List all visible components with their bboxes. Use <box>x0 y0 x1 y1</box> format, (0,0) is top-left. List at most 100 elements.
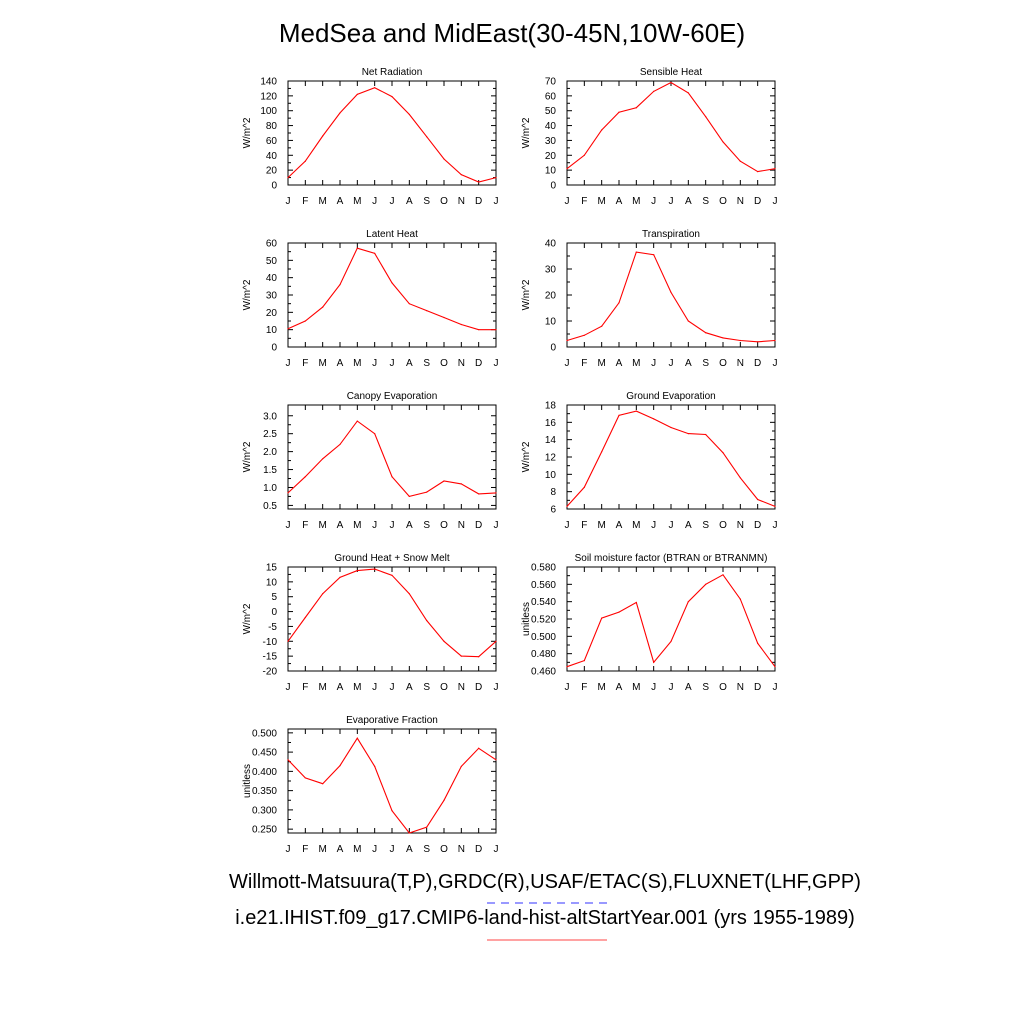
data-point <box>408 593 410 595</box>
x-tick-label: M <box>632 682 640 693</box>
data-point <box>426 619 428 622</box>
x-tick-label: J <box>565 682 570 693</box>
data-point <box>374 765 376 767</box>
x-tick-label: M <box>318 844 326 855</box>
data-point <box>460 174 462 176</box>
data-point <box>566 666 568 668</box>
data-point <box>339 112 341 114</box>
data-point <box>478 747 480 749</box>
plot-frame <box>287 566 497 672</box>
x-tick-label: S <box>423 682 430 693</box>
data-point <box>757 341 759 343</box>
data-point <box>635 107 637 109</box>
x-tick-label: A <box>337 844 344 855</box>
x-tick-label: D <box>475 196 482 207</box>
x-tick-label: J <box>565 358 570 369</box>
x-tick-label: M <box>632 358 640 369</box>
data-point <box>670 81 672 84</box>
model-series-line <box>566 574 776 668</box>
data-point <box>653 254 655 256</box>
data-point <box>356 420 358 422</box>
model-series-line <box>566 81 776 173</box>
y-axis-label: unitless <box>242 764 253 798</box>
model-series-line <box>287 420 497 498</box>
data-point <box>495 176 497 179</box>
y-tick-label: 18 <box>545 401 557 412</box>
x-tick-label: M <box>632 520 640 531</box>
x-tick-label: O <box>719 682 727 693</box>
y-tick-label: 0.480 <box>531 649 556 660</box>
data-point <box>478 493 480 495</box>
data-point <box>460 655 462 657</box>
data-point <box>739 160 741 162</box>
data-point <box>583 660 585 662</box>
data-point <box>287 759 289 761</box>
data-point <box>443 799 445 801</box>
y-tick-label: 16 <box>545 418 557 429</box>
data-point <box>304 476 306 478</box>
panel-title: Ground Evaporation <box>626 391 716 402</box>
data-point <box>722 337 724 339</box>
data-point <box>687 601 689 603</box>
x-tick-label: J <box>494 682 499 693</box>
x-tick-label: A <box>337 358 344 369</box>
y-tick-label: 0 <box>271 607 277 618</box>
x-tick-label: D <box>754 358 761 369</box>
x-tick-label: F <box>581 682 587 693</box>
y-tick-label: 0 <box>271 343 277 354</box>
y-tick-label: 100 <box>260 106 277 117</box>
plot-frame <box>566 566 776 672</box>
y-tick-label: 15 <box>266 563 278 574</box>
x-tick-label: A <box>406 682 413 693</box>
x-tick-label: J <box>651 358 656 369</box>
y-tick-label: 20 <box>545 151 557 162</box>
x-tick-label: A <box>685 520 692 531</box>
y-axis-label: W/m^2 <box>521 117 532 148</box>
y-tick-label: 120 <box>260 91 277 102</box>
data-point <box>774 505 776 507</box>
data-point <box>460 765 462 767</box>
data-point <box>460 483 462 485</box>
y-tick-label: -10 <box>263 637 278 648</box>
x-tick-label: J <box>494 844 499 855</box>
x-tick-label: J <box>669 358 674 369</box>
y-tick-label: 3.0 <box>263 411 277 422</box>
x-tick-label: N <box>458 682 465 693</box>
y-tick-label: 0.580 <box>531 563 556 574</box>
x-tick-label: A <box>337 520 344 531</box>
x-tick-label: F <box>302 844 308 855</box>
x-tick-label: J <box>651 682 656 693</box>
x-tick-label: J <box>390 196 395 207</box>
y-axis-label: W/m^2 <box>242 117 253 148</box>
y-tick-label: 6 <box>550 505 556 516</box>
y-axis-label: W/m^2 <box>242 279 253 310</box>
x-tick-label: O <box>719 358 727 369</box>
plot-frame <box>287 242 497 348</box>
x-tick-label: M <box>597 358 605 369</box>
data-point <box>426 491 428 493</box>
y-tick-label: 2.5 <box>263 429 277 440</box>
x-tick-label: J <box>390 520 395 531</box>
y-tick-label: 10 <box>545 470 557 481</box>
x-tick-label: D <box>754 196 761 207</box>
data-point <box>478 181 480 183</box>
x-tick-label: J <box>651 520 656 531</box>
data-point <box>408 495 410 498</box>
data-point <box>443 640 445 642</box>
data-point <box>426 136 428 138</box>
x-tick-label: D <box>475 844 482 855</box>
y-tick-label: 0.460 <box>531 667 556 678</box>
x-tick-label: O <box>440 844 448 855</box>
x-tick-label: A <box>685 358 692 369</box>
y-axis-label: W/m^2 <box>242 441 253 472</box>
data-point <box>618 111 620 113</box>
x-tick-label: D <box>754 520 761 531</box>
data-point <box>566 339 568 342</box>
y-tick-label: 12 <box>545 453 557 464</box>
x-tick-label: D <box>754 682 761 693</box>
panel-title: Latent Heat <box>366 229 418 240</box>
y-tick-label: 20 <box>545 291 557 302</box>
data-point <box>583 334 585 336</box>
data-point <box>426 826 428 828</box>
x-tick-label: J <box>565 196 570 207</box>
